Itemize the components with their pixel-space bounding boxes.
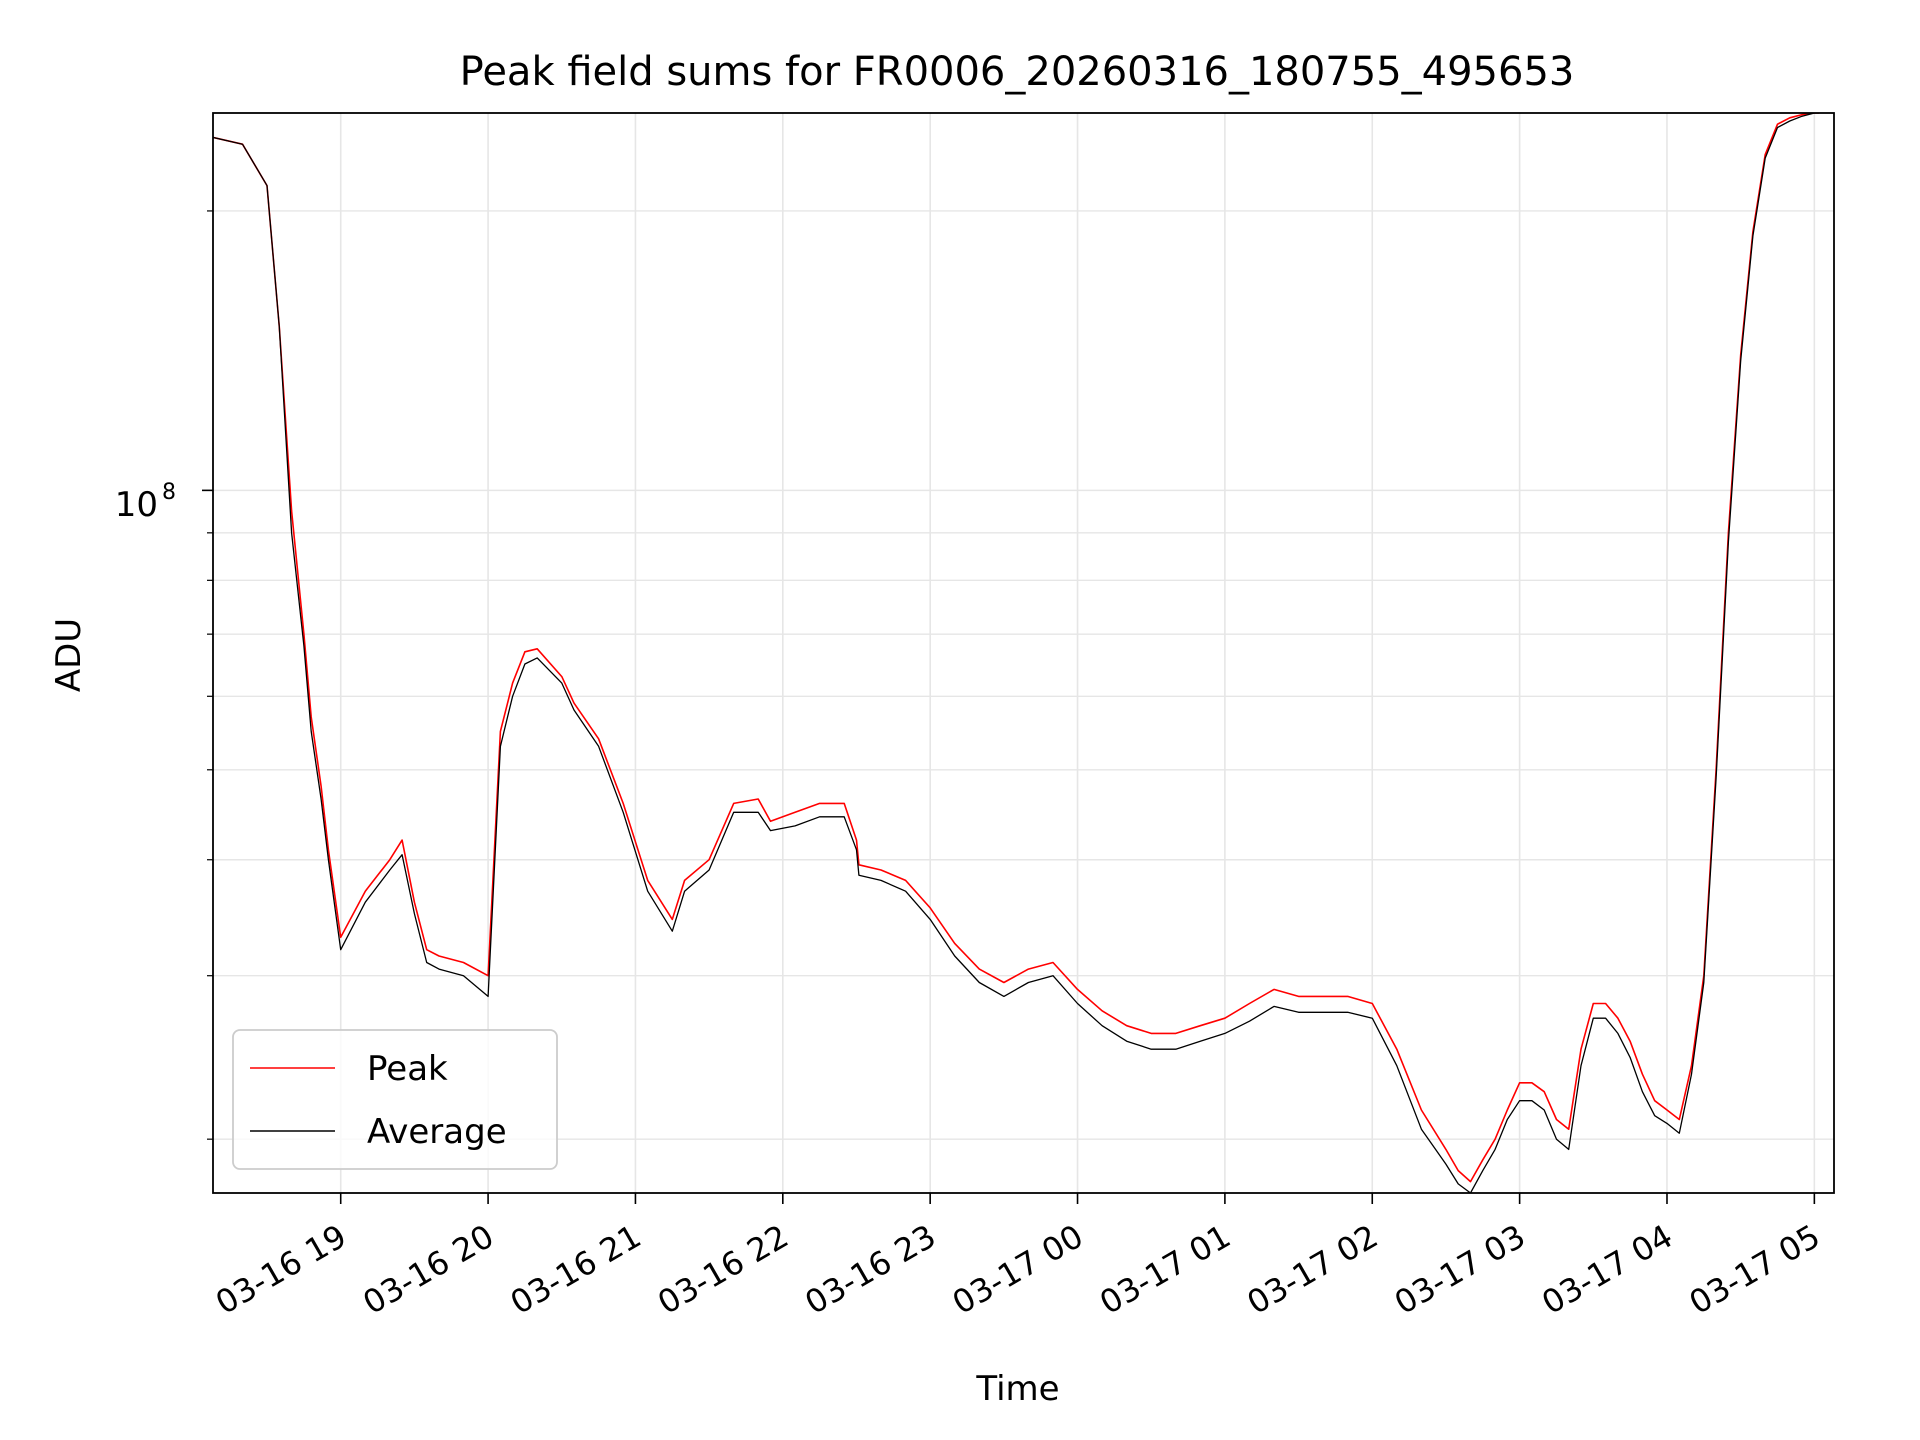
grid-lines xyxy=(213,113,1834,1193)
legend-label-average: Average xyxy=(367,1112,507,1152)
plot-frame xyxy=(212,112,1835,1194)
chart-title: Peak field sums for FR0006_20260316_1807… xyxy=(460,49,1575,95)
svg-text:10: 10 xyxy=(115,485,158,525)
series-line-peak xyxy=(213,113,1820,1183)
series-layer xyxy=(213,113,1820,1193)
legend-box xyxy=(232,1029,558,1170)
y-axis-label: ADU xyxy=(49,618,89,692)
legend-label-peak: Peak xyxy=(367,1049,448,1089)
x-axis-label: Time xyxy=(975,1369,1059,1409)
legend: Peak Average xyxy=(232,1029,558,1170)
y-tick-base: 10 xyxy=(115,485,158,525)
series-line-average xyxy=(213,113,1820,1193)
y-tick-label-1e8: 10 8 xyxy=(115,480,176,525)
y-axis-ticks xyxy=(202,210,213,1140)
y-tick-exponent: 8 xyxy=(162,480,176,505)
